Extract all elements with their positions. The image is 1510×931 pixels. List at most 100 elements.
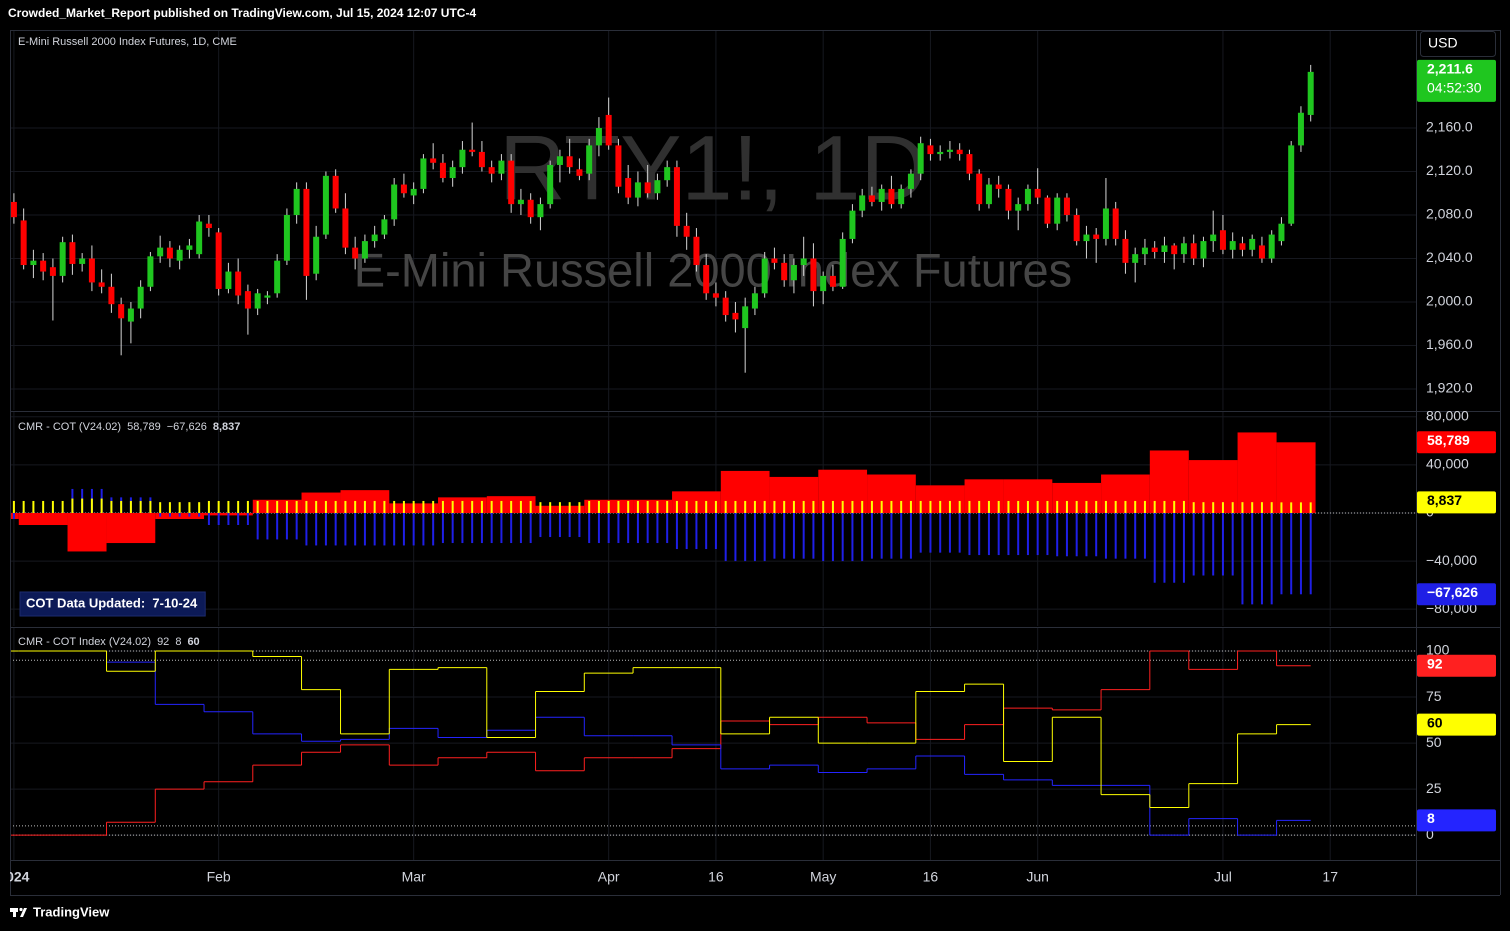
publisher-line: Crowded_Market_Report published on Tradi… [8,6,476,20]
candle-body [927,145,934,155]
candle-body [985,184,992,205]
candle-body [1044,197,1051,224]
histogram-bar [120,500,123,513]
candle-body [937,151,944,155]
y-tick-label: 2,080.0 [1426,206,1473,222]
watermark-subtitle: E-Mini Russell 2000 Index Futures [354,243,1072,296]
candle-body [1132,254,1139,263]
histogram-bar [324,500,327,513]
histogram-bar [1163,512,1166,583]
candle-body [566,156,573,168]
histogram-bar [1276,442,1316,513]
last-value-label-box [1417,431,1496,454]
histogram-bar [812,500,815,513]
histogram-bar [1212,512,1215,576]
candle-body [1073,214,1080,242]
histogram-bar [636,500,639,513]
histogram-bar [1173,512,1176,583]
histogram-bar [822,500,825,513]
candle-body [225,271,232,289]
histogram-bar [1231,512,1234,576]
candle-body [781,262,788,281]
histogram-bar [987,500,990,513]
histogram-bar [1241,512,1244,605]
histogram-bar [1056,500,1059,513]
candle-body [1258,245,1265,259]
histogram-bar [597,512,600,544]
candle-body [722,297,729,316]
histogram-bar [402,500,405,513]
candles [10,64,1314,373]
histogram-bar [1212,502,1215,513]
histogram-bar [685,500,688,513]
candle-body [283,214,290,261]
histogram-bar [334,500,337,513]
last-value-label-box [1417,713,1496,736]
cot-histogram [10,432,1316,605]
candle-body [1239,243,1246,250]
histogram-bar [900,512,903,559]
histogram-bar [207,512,210,526]
histogram-bar [432,512,435,546]
candle-body [293,188,300,215]
x-tick-label: May [810,869,836,885]
histogram-bar [1153,500,1156,513]
histogram-bar [480,512,483,544]
histogram-bar [461,512,464,544]
last-value-label: 8,837 [1427,492,1462,508]
candle-body [322,175,329,235]
candle-body [790,265,797,281]
histogram-bar [246,500,249,513]
histogram-bar [964,479,1004,513]
histogram-bar [773,500,776,513]
candle-body [1190,243,1197,259]
histogram-bar [139,500,142,513]
histogram-bar [1192,502,1195,513]
histogram-bar [100,498,103,513]
candle-body [147,256,154,287]
candle-body [449,167,456,179]
histogram-bar [178,502,181,513]
candle-body [430,158,437,163]
histogram-bar [402,512,405,546]
histogram-bar [1095,512,1098,557]
histogram-bar [1260,502,1263,513]
candle-body [595,127,602,146]
y-tick-label: 80,000 [1426,408,1469,424]
currency-button[interactable] [1420,31,1496,57]
histogram-bar [1056,512,1059,557]
histogram-bar [568,512,571,538]
histogram-bar [1309,502,1312,513]
histogram-bar [500,512,503,544]
histogram-bar [441,512,444,544]
histogram-bar [1143,500,1146,513]
histogram-bar [539,502,542,513]
histogram-bar [773,512,776,559]
legend-text: 60 [187,636,199,648]
histogram-bar [285,500,288,513]
histogram-bar [1221,502,1224,513]
histogram-bar [792,512,795,559]
candle-body [615,145,622,187]
currency-label: USD [1428,35,1458,51]
histogram-bar [978,500,981,513]
histogram-bar [802,500,805,513]
histogram-bar [18,512,68,526]
candle-body [810,258,817,292]
candle-body [1054,197,1061,224]
logo-part [19,907,23,912]
legend-text: CMR - COT Index (V24.02) [18,636,151,648]
histogram-bar [301,492,341,513]
last-value-label-box [1417,491,1496,514]
candle-body [391,184,398,220]
histogram-bar [1036,512,1039,556]
histogram-bar [929,512,932,553]
histogram-bar [276,512,279,540]
x-tick-label: Mar [402,869,426,885]
candle-body [888,188,895,205]
histogram-bar [51,500,54,513]
logo-part [20,908,27,917]
candle-body [410,188,417,196]
candle-body [1229,241,1236,250]
